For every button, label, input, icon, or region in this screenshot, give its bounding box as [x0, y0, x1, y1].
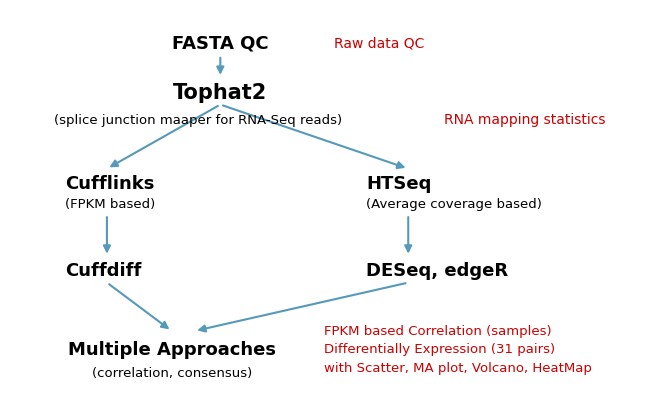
Text: DESeq, edgeR: DESeq, edgeR	[366, 261, 508, 280]
Text: FPKM based Correlation (samples): FPKM based Correlation (samples)	[324, 324, 551, 337]
Text: Multiple Approaches: Multiple Approaches	[68, 340, 275, 358]
Text: Tophat2: Tophat2	[173, 83, 268, 103]
Text: HTSeq: HTSeq	[366, 175, 432, 193]
Text: with Scatter, MA plot, Volcano, HeatMap: with Scatter, MA plot, Volcano, HeatMap	[324, 361, 592, 374]
Text: RNA mapping statistics: RNA mapping statistics	[444, 113, 605, 127]
Text: Raw data QC: Raw data QC	[334, 36, 424, 50]
Text: Cuffdiff: Cuffdiff	[65, 261, 141, 280]
Text: (correlation, consensus): (correlation, consensus)	[91, 366, 252, 379]
Text: (Average coverage based): (Average coverage based)	[366, 198, 542, 211]
Text: Cufflinks: Cufflinks	[65, 175, 154, 193]
Text: (splice junction maaper for RNA-Seq reads): (splice junction maaper for RNA-Seq read…	[54, 113, 341, 126]
Text: FASTA QC: FASTA QC	[172, 34, 269, 52]
Text: (FPKM based): (FPKM based)	[65, 198, 155, 211]
Text: Differentially Expression (31 pairs): Differentially Expression (31 pairs)	[324, 342, 555, 356]
